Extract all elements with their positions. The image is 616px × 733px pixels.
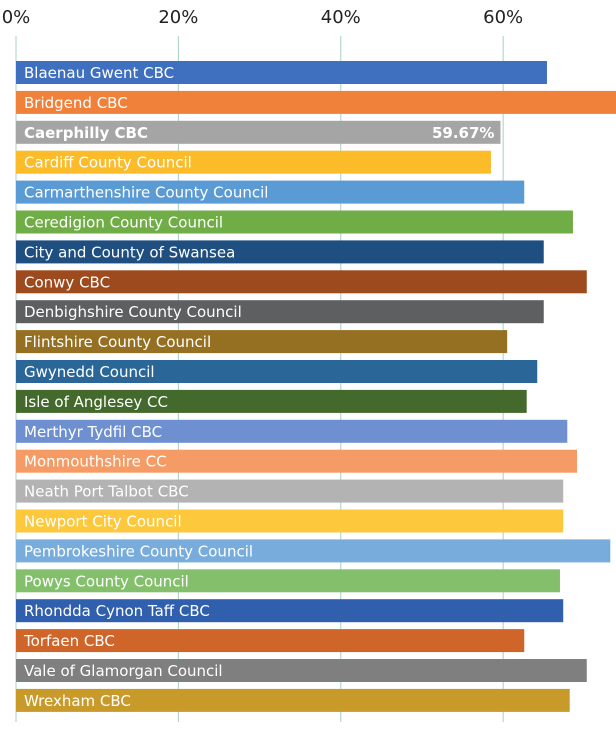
bar (16, 180, 525, 204)
category-label: Blaenau Gwent CBC (24, 64, 174, 82)
category-label: Gwynedd Council (24, 363, 155, 381)
category-label: Cardiff County Council (24, 154, 192, 172)
bar (16, 539, 611, 563)
bar (16, 270, 587, 294)
bar (16, 90, 616, 114)
bar (16, 419, 568, 443)
category-label: Torfaen CBC (23, 632, 115, 650)
bar (16, 61, 547, 84)
category-label: Ceredigion County Council (24, 214, 223, 232)
x-tick-label: 40% (321, 7, 361, 28)
bar (16, 449, 578, 473)
bar (16, 479, 564, 503)
bar (16, 210, 573, 234)
x-tick-label: 60% (483, 7, 523, 28)
category-label: Flintshire County Council (24, 333, 211, 351)
bar (16, 240, 544, 264)
category-label: City and County of Swansea (24, 243, 235, 261)
bar (16, 330, 508, 354)
category-label: Powys County Council (24, 572, 189, 590)
category-label: Newport City Council (24, 513, 182, 531)
category-label: Pembrokeshire County Council (24, 542, 253, 560)
category-label: Conwy CBC (24, 273, 110, 291)
bar (16, 150, 491, 174)
bar (16, 569, 560, 593)
bar (16, 300, 544, 324)
category-label: Isle of Anglesey CC (24, 393, 168, 411)
category-label: Denbighshire County Council (24, 303, 242, 321)
value-label: 59.67% (432, 124, 494, 142)
category-label: Vale of Glamorgan Council (24, 662, 223, 680)
category-label: Neath Port Talbot CBC (24, 483, 189, 501)
category-label: Rhondda Cynon Taff CBC (24, 602, 210, 620)
x-tick-label: 0% (2, 7, 31, 28)
x-tick-label: 20% (158, 7, 198, 28)
category-label: Caerphilly CBC (24, 124, 148, 142)
bar (16, 360, 538, 383)
category-label: Carmarthenshire County Council (24, 184, 268, 202)
bar (16, 659, 587, 682)
category-label: Merthyr Tydfil CBC (24, 423, 162, 441)
category-label: Wrexham CBC (24, 692, 131, 710)
bar (16, 599, 564, 623)
category-label: Monmouthshire CC (24, 453, 167, 471)
bar (16, 688, 570, 712)
bar (16, 389, 527, 413)
bar (16, 509, 564, 533)
bar (16, 629, 525, 653)
category-label: Bridgend CBC (24, 94, 128, 112)
bar (16, 120, 501, 144)
